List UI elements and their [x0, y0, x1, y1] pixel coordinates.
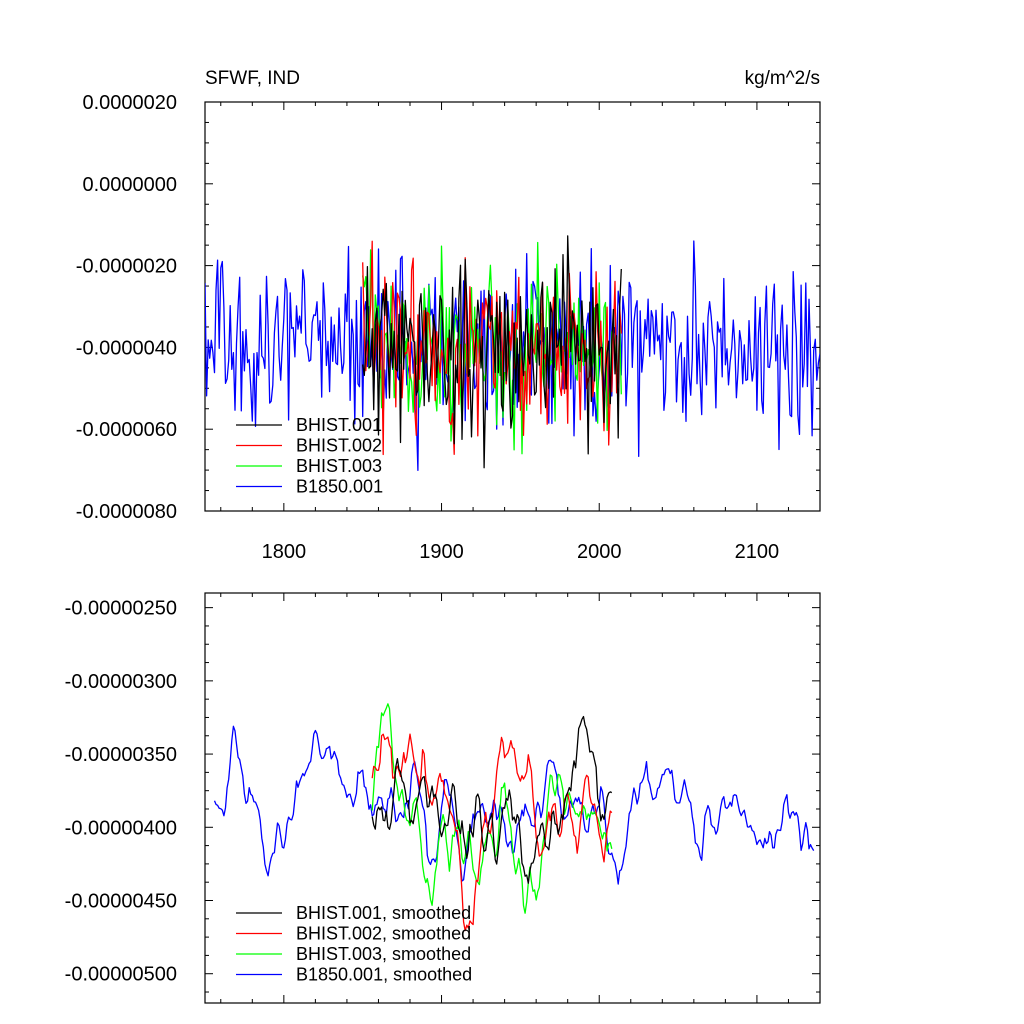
bottom-plot-frame: [204, 592, 821, 1004]
x-tick-label: 1900: [419, 541, 464, 563]
legend-label: BHIST.003: [296, 456, 382, 476]
top-panel: SFWF, IND kg/m^2/s -0.0000080-0.0000060-…: [76, 68, 821, 563]
legend-label: BHIST.001, smoothed: [296, 903, 471, 923]
top-ticks: [205, 101, 821, 512]
legend-label: BHIST.002, smoothed: [296, 924, 471, 944]
top-series-lines: [205, 235, 820, 472]
y-tick-label: -0.0000040: [76, 337, 177, 359]
x-tick-label: 1800: [262, 541, 307, 563]
series-line-3: [205, 240, 820, 472]
legend-label: B1850.001, smoothed: [296, 965, 472, 985]
bottom-y-tick-labels: -0.00000500 -0.00000450 -0.00000400 -0.0000…: [65, 598, 177, 986]
y-tick-label: -0.0000020: [76, 256, 177, 278]
y-tick-label: -0.00000300: [65, 671, 177, 693]
top-title-left: SFWF, IND: [205, 68, 300, 89]
series-line-0: [362, 235, 622, 469]
y-tick-label: -0.0000060: [76, 419, 177, 441]
y-tick-label: -0.00000250: [65, 598, 177, 620]
bottom-ticks: [205, 593, 821, 1003]
series-line-0: [371, 715, 613, 884]
legend-label: BHIST.002: [296, 436, 382, 456]
top-title-right: kg/m^2/s: [745, 68, 820, 89]
y-tick-label: -0.00000500: [65, 964, 177, 986]
legend-label: BHIST.001: [296, 415, 382, 435]
y-tick-label: 0.0000000: [82, 174, 177, 196]
series-line-2: [371, 703, 613, 914]
legend-label: BHIST.003, smoothed: [296, 944, 471, 964]
y-tick-label: -0.00000350: [65, 744, 177, 766]
bottom-series-lines: [213, 703, 815, 932]
bottom-panel: -0.00000500 -0.00000450 -0.00000400 -0.0000…: [65, 592, 821, 1004]
series-line-3: [213, 725, 815, 885]
y-tick-label: -0.00000450: [65, 891, 177, 913]
x-tick-label: 2000: [577, 541, 622, 563]
x-tick-label: 2100: [735, 541, 780, 563]
legend-label: B1850.001: [296, 477, 383, 497]
top-y-tick-labels: -0.0000080 -0.0000060 -0.0000040 -0.0000020…: [76, 92, 177, 523]
y-tick-label: -0.00000400: [65, 817, 177, 839]
y-tick-label: -0.0000080: [76, 501, 177, 523]
y-tick-label: 0.0000020: [82, 92, 177, 114]
top-x-tick-labels: 1800 1900 2000 2100: [262, 541, 780, 563]
